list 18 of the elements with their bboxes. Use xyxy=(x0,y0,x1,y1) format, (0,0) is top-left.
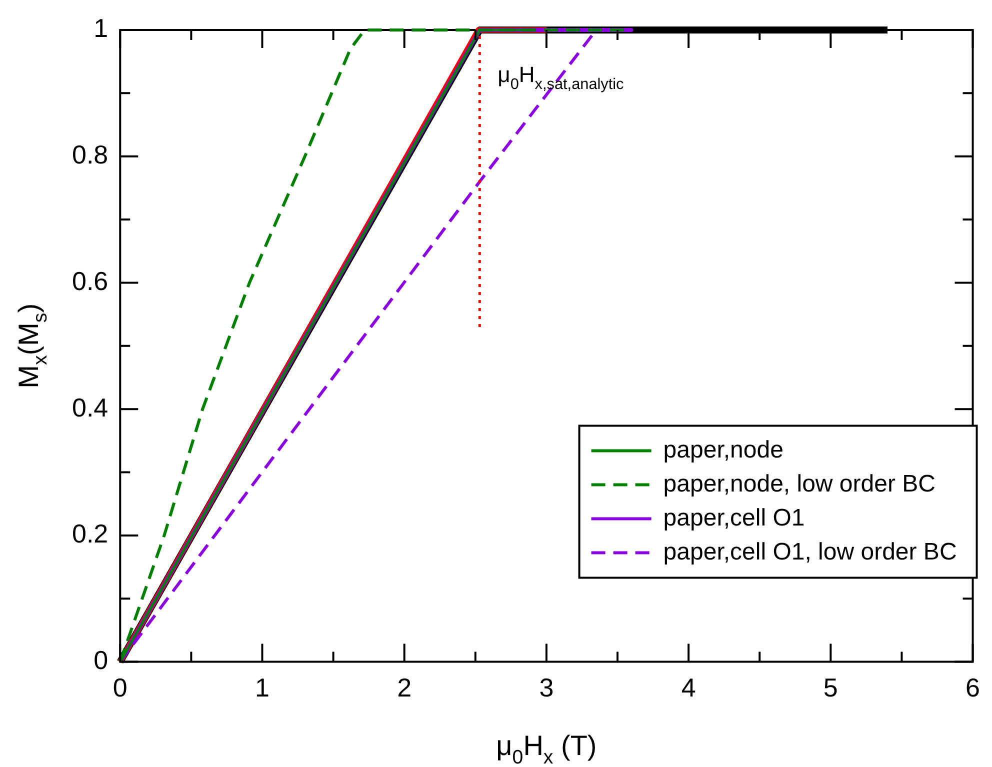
legend-label: paper,cell O1, low order BC xyxy=(663,538,957,566)
y-tick-label: 0 xyxy=(94,644,108,675)
x-tick-label: 5 xyxy=(823,672,838,703)
y-tick-label: 0.6 xyxy=(72,266,108,296)
x-tick-label: 3 xyxy=(539,672,554,703)
x-tick-label: 0 xyxy=(112,672,128,703)
legend-label: paper,node, low order BC xyxy=(663,470,936,498)
y-axis-title: Mx(Ms) xyxy=(13,303,52,388)
x-tick-label: 4 xyxy=(681,672,696,703)
y-tick-label: 0.2 xyxy=(72,518,108,549)
y-tick-label: 0.4 xyxy=(72,392,108,422)
x-tick-label: 1 xyxy=(255,672,270,703)
legend-label: paper,cell O1 xyxy=(663,504,805,532)
y-tick-label: 1 xyxy=(94,13,108,44)
y-tick-label: 0.8 xyxy=(72,140,108,170)
x-tick-label: 6 xyxy=(966,672,980,703)
legend-label: paper,node xyxy=(663,436,784,464)
x-tick-label: 2 xyxy=(397,672,412,703)
